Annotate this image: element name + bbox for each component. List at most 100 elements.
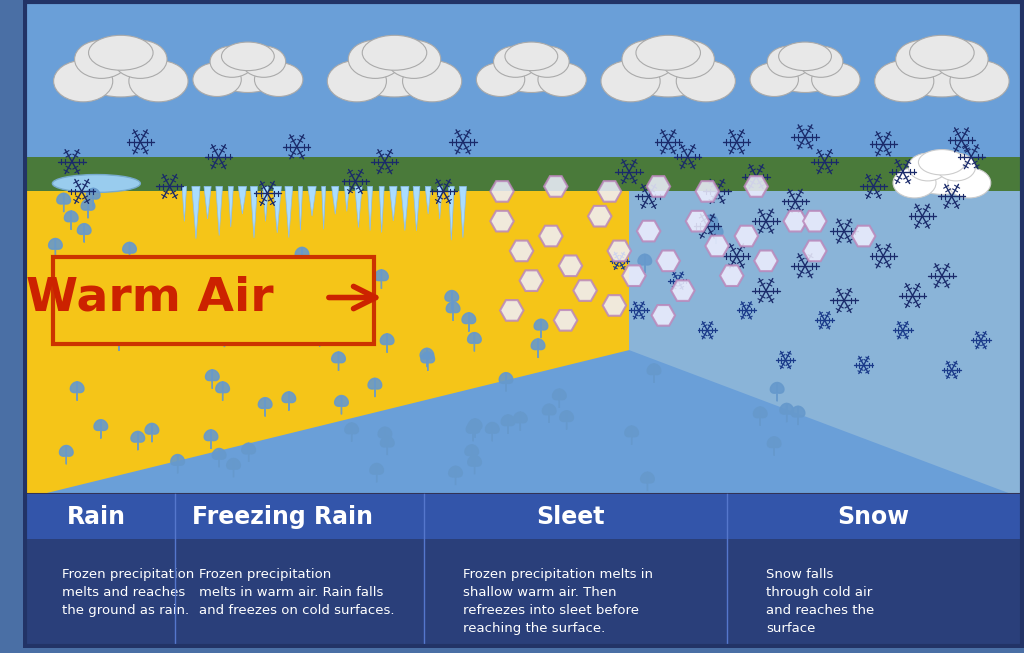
Polygon shape <box>345 423 358 442</box>
Polygon shape <box>273 187 282 233</box>
Polygon shape <box>228 187 233 227</box>
Polygon shape <box>647 364 660 383</box>
Polygon shape <box>641 472 654 491</box>
Polygon shape <box>368 187 373 231</box>
Polygon shape <box>420 348 434 367</box>
Ellipse shape <box>255 63 303 97</box>
Text: Frozen precipitation
melts and reaches
the ground as rain.: Frozen precipitation melts and reaches t… <box>62 568 195 617</box>
Polygon shape <box>560 411 573 430</box>
Polygon shape <box>425 187 431 214</box>
Ellipse shape <box>476 63 524 97</box>
Polygon shape <box>573 280 597 301</box>
Polygon shape <box>519 270 543 291</box>
Ellipse shape <box>52 174 140 193</box>
Polygon shape <box>389 187 397 221</box>
Polygon shape <box>59 445 73 464</box>
Polygon shape <box>710 225 723 244</box>
Ellipse shape <box>622 40 676 78</box>
Polygon shape <box>270 256 284 275</box>
Polygon shape <box>78 223 91 242</box>
Polygon shape <box>637 221 660 242</box>
Polygon shape <box>638 254 651 273</box>
Polygon shape <box>744 176 768 197</box>
Ellipse shape <box>799 46 843 77</box>
Ellipse shape <box>114 40 167 78</box>
Polygon shape <box>780 404 794 422</box>
Polygon shape <box>370 464 384 483</box>
Ellipse shape <box>676 60 735 102</box>
Polygon shape <box>111 268 125 287</box>
Ellipse shape <box>221 42 274 71</box>
Polygon shape <box>113 332 126 351</box>
Polygon shape <box>251 187 257 238</box>
Ellipse shape <box>78 48 164 97</box>
Ellipse shape <box>936 153 976 181</box>
Polygon shape <box>695 181 719 202</box>
Ellipse shape <box>950 60 1009 102</box>
FancyBboxPatch shape <box>24 494 1024 648</box>
Ellipse shape <box>402 60 462 102</box>
Ellipse shape <box>767 46 811 77</box>
Polygon shape <box>770 383 784 402</box>
Polygon shape <box>499 373 513 392</box>
Polygon shape <box>460 187 466 238</box>
Polygon shape <box>123 242 136 261</box>
Polygon shape <box>449 187 455 240</box>
Ellipse shape <box>812 63 860 97</box>
Polygon shape <box>375 270 388 289</box>
Polygon shape <box>466 422 480 441</box>
Ellipse shape <box>362 35 427 71</box>
Polygon shape <box>629 162 1024 499</box>
Text: Snow: Snow <box>838 505 909 529</box>
Polygon shape <box>647 176 670 197</box>
Polygon shape <box>330 304 343 323</box>
Polygon shape <box>400 187 409 231</box>
Polygon shape <box>379 187 384 232</box>
Polygon shape <box>212 449 226 468</box>
Polygon shape <box>468 455 481 474</box>
Polygon shape <box>71 382 84 401</box>
Polygon shape <box>540 226 562 246</box>
Ellipse shape <box>213 52 283 93</box>
Polygon shape <box>282 392 296 411</box>
Ellipse shape <box>909 35 974 71</box>
Polygon shape <box>216 325 229 343</box>
Polygon shape <box>720 265 743 286</box>
Polygon shape <box>607 240 631 261</box>
Polygon shape <box>62 291 77 310</box>
Polygon shape <box>468 419 482 438</box>
Polygon shape <box>285 187 293 238</box>
Ellipse shape <box>242 46 286 77</box>
Polygon shape <box>588 206 611 227</box>
Polygon shape <box>625 426 638 445</box>
Text: Snow falls
through cold air
and reaches the
surface: Snow falls through cold air and reaches … <box>766 568 874 635</box>
Polygon shape <box>651 305 675 326</box>
Polygon shape <box>462 313 476 332</box>
Ellipse shape <box>750 63 799 97</box>
Polygon shape <box>56 193 71 212</box>
Ellipse shape <box>75 40 128 78</box>
Polygon shape <box>490 211 514 231</box>
Ellipse shape <box>934 40 988 78</box>
Polygon shape <box>603 295 626 316</box>
Polygon shape <box>218 328 231 347</box>
Polygon shape <box>468 332 481 351</box>
Polygon shape <box>852 226 876 246</box>
Ellipse shape <box>893 168 936 198</box>
Ellipse shape <box>660 40 715 78</box>
Polygon shape <box>216 187 222 236</box>
Polygon shape <box>131 432 144 450</box>
Polygon shape <box>216 382 229 401</box>
Ellipse shape <box>210 46 254 77</box>
Ellipse shape <box>193 63 242 97</box>
Polygon shape <box>706 236 729 256</box>
Polygon shape <box>155 326 169 345</box>
Ellipse shape <box>601 60 660 102</box>
Polygon shape <box>187 283 201 302</box>
Polygon shape <box>212 323 225 342</box>
FancyBboxPatch shape <box>24 494 1024 539</box>
Polygon shape <box>783 211 807 231</box>
Polygon shape <box>671 280 694 301</box>
Ellipse shape <box>497 52 566 93</box>
Polygon shape <box>182 187 186 221</box>
